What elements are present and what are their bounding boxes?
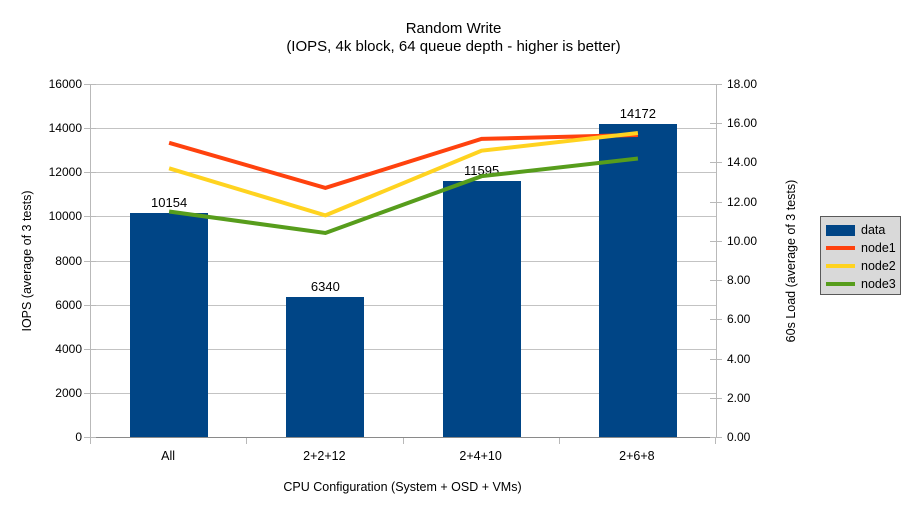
bar bbox=[130, 212, 209, 437]
bar bbox=[442, 181, 521, 437]
left-tick-mark bbox=[84, 260, 96, 262]
right-tick-mark bbox=[710, 319, 722, 321]
left-tick-mark bbox=[84, 437, 96, 438]
legend-label: node3 bbox=[861, 277, 896, 291]
left-tick-label: 4000 bbox=[55, 341, 82, 356]
gridline bbox=[91, 216, 716, 218]
left-tick-label: 14000 bbox=[48, 121, 82, 136]
bar-data-label: 10154 bbox=[151, 194, 188, 210]
right-tick-label: 6.00 bbox=[727, 312, 751, 327]
legend-item-node1: node1 bbox=[821, 239, 900, 257]
chart-title: Random Write bbox=[405, 20, 502, 37]
right-tick-label: 2.00 bbox=[727, 390, 751, 405]
legend-label: node2 bbox=[861, 259, 896, 273]
left-tick-mark bbox=[84, 348, 96, 350]
x-tick-mark bbox=[90, 438, 91, 444]
left-tick-mark bbox=[84, 172, 96, 174]
bar bbox=[286, 297, 365, 437]
left-tick-mark bbox=[84, 216, 96, 218]
gridline bbox=[91, 128, 716, 130]
right-tick-mark bbox=[710, 84, 722, 85]
left-tick-mark bbox=[84, 84, 96, 85]
legend-item-data: data bbox=[821, 221, 900, 239]
line-node3 bbox=[168, 156, 639, 236]
x-tick-mark bbox=[558, 438, 560, 444]
left-tick-mark bbox=[84, 128, 96, 130]
right-tick-label: 12.00 bbox=[727, 194, 758, 209]
legend-item-node3: node3 bbox=[821, 275, 900, 293]
x-category-label: 2+6+8 bbox=[619, 449, 655, 463]
right-axis-title: 60s Load (average of 3 tests) bbox=[784, 179, 798, 343]
left-tick-label: 0 bbox=[75, 430, 82, 444]
x-category-label: All bbox=[161, 449, 176, 463]
left-tick-label: 12000 bbox=[48, 165, 82, 180]
x-axis-title: CPU Configuration (System + OSD + VMs) bbox=[283, 480, 522, 494]
left-tick-label: 10000 bbox=[48, 209, 82, 224]
right-tick-label: 10.00 bbox=[727, 233, 758, 248]
gridline bbox=[91, 304, 716, 306]
right-tick-mark bbox=[710, 201, 722, 203]
x-tick-mark bbox=[715, 438, 716, 444]
right-tick-label: 8.00 bbox=[727, 273, 751, 288]
right-tick-label: 16.00 bbox=[727, 116, 758, 131]
right-tick-mark bbox=[710, 397, 722, 399]
left-tick-label: 2000 bbox=[55, 385, 82, 400]
line-swatch-icon bbox=[826, 264, 855, 268]
x-axis-line bbox=[89, 437, 721, 438]
legend: data node1 node2 node3 bbox=[820, 216, 901, 295]
right-tick-mark bbox=[710, 123, 722, 125]
right-tick-label: 4.00 bbox=[727, 351, 751, 366]
line-node2 bbox=[168, 131, 639, 218]
right-tick-label: 0.00 bbox=[727, 430, 751, 444]
left-tick-label: 6000 bbox=[55, 297, 82, 312]
bar-swatch-icon bbox=[826, 224, 855, 236]
gridline bbox=[91, 392, 716, 394]
right-tick-mark bbox=[710, 437, 722, 438]
right-tick-mark bbox=[710, 280, 722, 282]
gridline bbox=[91, 260, 716, 262]
line-series bbox=[168, 131, 639, 236]
legend-label: node1 bbox=[861, 241, 896, 255]
left-tick-mark bbox=[84, 304, 96, 306]
line-node1 bbox=[168, 133, 638, 190]
bar bbox=[598, 124, 677, 437]
right-tick-mark bbox=[710, 240, 722, 242]
left-tick-label: 8000 bbox=[55, 253, 82, 268]
right-tick-label: 14.00 bbox=[727, 155, 758, 170]
x-tick-mark bbox=[246, 438, 248, 444]
x-tick-mark bbox=[402, 438, 404, 444]
left-tick-label: 16000 bbox=[48, 77, 82, 91]
plot-area: 10154 6340 11595 14172 bbox=[90, 84, 717, 437]
gridline bbox=[91, 84, 716, 85]
right-tick-mark bbox=[710, 162, 722, 164]
x-category-label: 2+2+12 bbox=[303, 449, 346, 463]
line-swatch-icon bbox=[826, 246, 855, 250]
gridline bbox=[91, 348, 716, 350]
x-category-label: 2+4+10 bbox=[459, 449, 502, 463]
line-swatch-icon bbox=[826, 282, 855, 286]
legend-item-node2: node2 bbox=[821, 257, 900, 275]
chart-subtitle: (IOPS, 4k block, 64 queue depth - higher… bbox=[286, 38, 621, 55]
legend-label: data bbox=[861, 223, 886, 237]
bar-data-label: 14172 bbox=[619, 106, 656, 122]
right-tick-mark bbox=[710, 358, 722, 360]
right-tick-label: 18.00 bbox=[727, 77, 758, 91]
left-tick-mark bbox=[84, 392, 96, 394]
bar-data-label: 6340 bbox=[310, 279, 340, 295]
gridline bbox=[91, 172, 716, 174]
